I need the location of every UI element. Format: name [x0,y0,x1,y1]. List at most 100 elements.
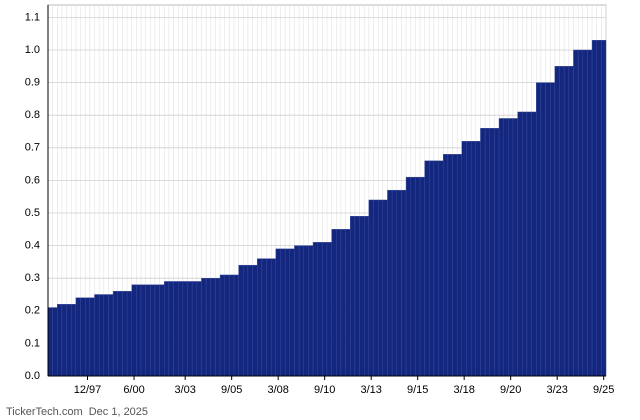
bar [415,176,421,377]
bar [201,278,207,377]
bar [498,118,504,377]
bar [84,297,91,377]
bar [452,154,458,377]
bar [531,111,537,377]
bar [284,248,290,377]
bar [275,248,281,377]
y-tick-label: 0.1 [25,337,40,349]
bar [550,82,556,377]
x-tick-label: 12/97 [74,384,102,396]
bar [373,199,379,377]
bar [252,264,258,377]
bar [359,216,365,377]
bar [536,82,542,377]
bar [438,160,444,377]
y-tick-label: 0.0 [25,370,40,382]
bar [294,245,300,377]
bar [503,118,509,377]
y-tick-label: 0.2 [25,305,40,317]
y-tick-label: 0.9 [25,77,40,89]
bar [75,297,81,377]
bar [345,229,351,377]
bar [215,278,221,377]
bar [280,248,286,377]
x-tick-label: 9/25 [593,384,614,396]
y-tick-label: 0.4 [25,240,40,252]
bar [340,229,346,377]
bar [540,82,546,377]
bar [517,111,523,377]
bar [136,284,142,377]
bar [154,284,160,377]
x-tick-label: 3/03 [174,384,195,396]
bar [298,245,304,377]
bar [480,128,486,377]
bar [233,274,239,377]
bar [443,154,449,377]
bar [410,176,416,377]
bar [159,284,165,377]
bar [52,307,58,377]
x-tick-label: 3/18 [453,384,474,396]
bar [447,154,453,377]
bar [336,229,342,377]
bar [47,307,53,377]
bar [261,258,267,377]
y-tick-label: 0.8 [25,109,40,121]
bar [224,274,230,377]
bar [470,141,476,377]
bar [238,264,244,377]
bar [354,216,360,377]
x-tick-label: 6/00 [123,384,144,396]
x-tick-label: 3/08 [267,384,288,396]
bar [150,284,156,377]
bar [461,141,467,377]
bar [182,281,188,377]
bar [112,291,118,377]
bar [210,278,216,377]
bar [396,189,402,377]
bar [177,281,184,377]
x-tick-label: 9/20 [500,384,521,396]
bar [494,128,500,377]
bar [512,118,518,377]
bar [364,216,370,377]
bar [331,229,337,377]
bar [573,49,579,377]
bar [424,160,430,377]
bar [433,160,439,377]
bar [405,176,411,377]
bar [103,294,109,377]
bar [387,189,393,377]
y-tick-label: 0.7 [25,142,40,154]
bar [98,294,105,377]
bar [140,284,146,377]
bar [145,284,151,377]
bar [164,281,170,377]
bar [391,189,397,377]
bar [80,297,86,377]
bar [131,284,137,377]
bar [205,278,211,377]
bar [308,245,314,377]
bar [229,274,235,377]
bar [582,49,588,377]
bar [57,304,63,377]
bar [596,40,602,377]
bar [368,199,374,377]
x-tick-label: 9/05 [221,384,242,396]
bar [66,304,72,377]
bar [382,199,388,377]
bar [243,264,249,377]
bar [522,111,528,377]
x-tick-label: 9/15 [407,384,428,396]
bar [489,128,495,377]
bar [568,66,574,377]
bar [196,281,202,377]
bar [247,264,253,377]
x-tick-label: 9/10 [314,384,335,396]
bar [71,304,77,377]
bar [508,118,514,377]
bar [303,245,309,377]
bar [563,66,570,377]
